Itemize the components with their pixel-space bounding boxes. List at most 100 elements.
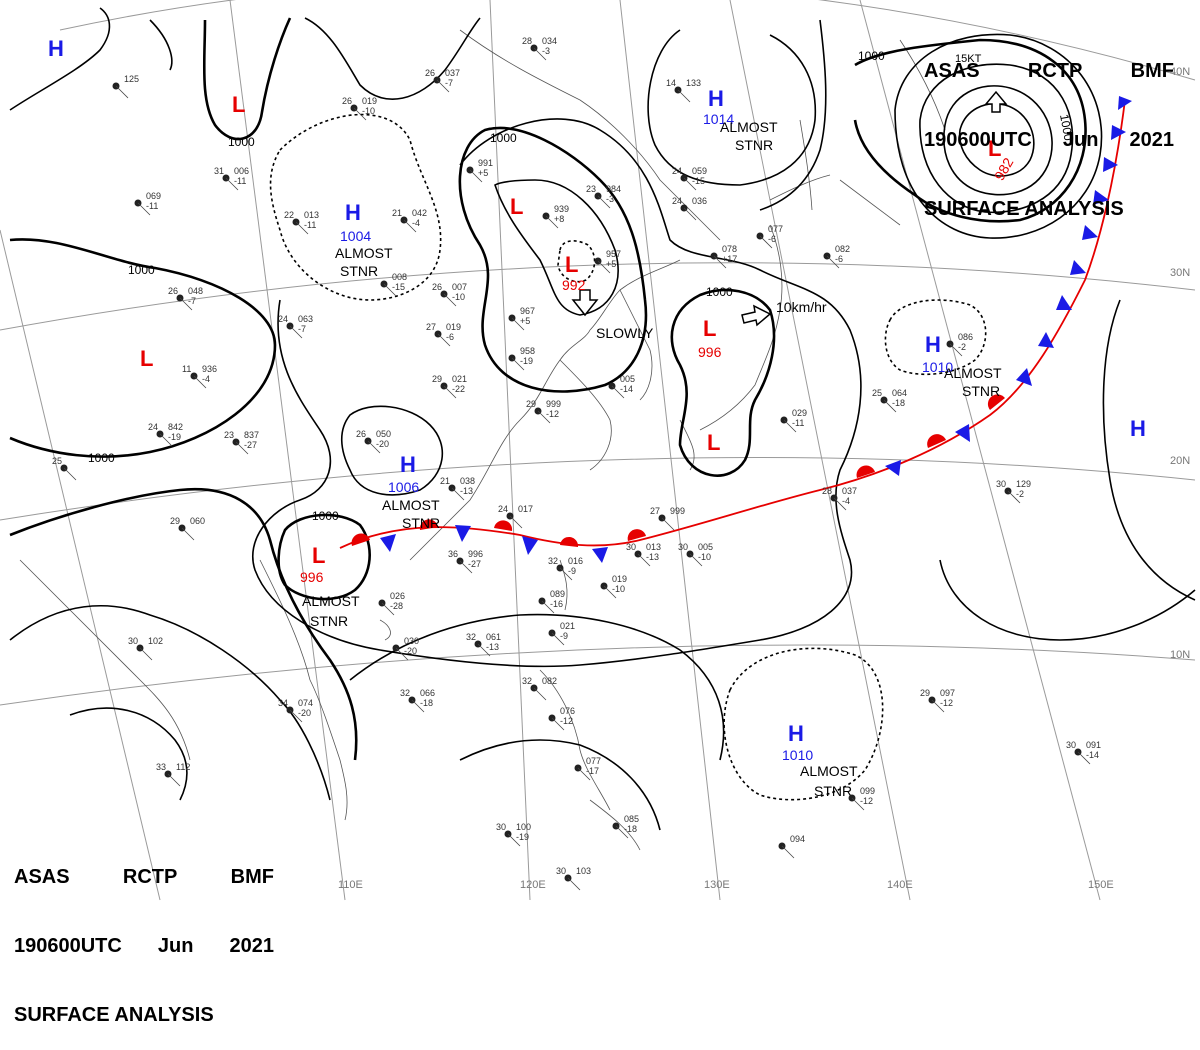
station-plot: 29 021-22	[432, 374, 467, 399]
isobars	[9, 7, 1196, 831]
station-tendency: -11	[234, 176, 246, 186]
station-tendency: -12	[546, 409, 559, 419]
station-temperature: 22	[284, 210, 294, 220]
station-temperature: 30	[626, 542, 636, 552]
station-tendency: -7	[298, 324, 306, 334]
station-pressure: 094	[790, 834, 805, 844]
pressure-values: 1004 992 1014 982 996 1010 1006 996 1010	[300, 111, 1017, 763]
station-plot: 24 017	[498, 504, 533, 529]
wind-barb-icon	[289, 325, 303, 339]
wind-barb-icon	[403, 219, 417, 233]
station-plot: 019-10	[600, 574, 627, 599]
station-pressure: 102	[148, 636, 163, 646]
wind-barb-icon	[551, 632, 565, 646]
wind-barb-icon	[443, 385, 457, 399]
station-pressure: 996	[468, 549, 483, 559]
isobar-bold-ne-l	[853, 38, 1087, 223]
wind-barb-icon	[139, 647, 153, 661]
wind-barb-icon	[683, 177, 697, 191]
coast-japan-honshu	[699, 224, 783, 431]
station-pressure: 005	[698, 542, 713, 552]
station-pressure: 013	[646, 542, 661, 552]
wind-barb-icon	[597, 195, 611, 209]
low-center-symbol: L	[565, 252, 578, 277]
isobar-sw-1	[9, 604, 331, 801]
isobar-label: 1000	[858, 49, 885, 63]
low-center-symbol: L	[707, 430, 720, 455]
station-tendency: -2	[1016, 489, 1024, 499]
title-block-top: ASAS RCTP BMF 190600UTC Jun 2021 SURFACE…	[924, 14, 1174, 244]
station-pressure: 097	[940, 688, 955, 698]
isobar-sw-2	[69, 707, 188, 801]
isobar-label: 1000	[490, 131, 517, 145]
station-tendency: -3	[606, 194, 614, 204]
station-temperature: 24	[148, 422, 158, 432]
station-tendency: +8	[554, 214, 564, 224]
station-tendency: -19	[168, 432, 181, 442]
product-label: SURFACE ANALYSIS	[14, 1004, 214, 1026]
station-temperature: 25	[52, 456, 62, 466]
station-tendency: -20	[376, 439, 389, 449]
station-temperature: 26	[342, 96, 352, 106]
wind-barb-icon	[381, 602, 395, 616]
note-almost: ALMOST	[302, 593, 360, 609]
wind-barb-icon	[851, 797, 865, 811]
station-plot: 082-6	[823, 244, 850, 269]
pressure-centers: H L H L L H L L L H H H L H L	[48, 36, 1146, 746]
isobar-bold-central-l	[458, 126, 648, 393]
station-tendency: -4	[202, 374, 210, 384]
station-tendency: -3	[542, 46, 550, 56]
note-almost: ALMOST	[720, 119, 778, 135]
station-pressure: 967	[520, 306, 535, 316]
wind-barb-icon	[511, 317, 525, 331]
station-pressure: 036	[692, 196, 707, 206]
station-plot: 30 005-10	[678, 542, 713, 567]
isobar-bold-nw-l	[202, 17, 292, 141]
station-temperature: 24	[278, 314, 288, 324]
station-temperature: 33	[156, 762, 166, 772]
station-temperature: 21	[392, 208, 402, 218]
station-plot: 33 112	[156, 762, 190, 787]
station-pressure: 133	[686, 78, 701, 88]
dotted-isobars	[269, 113, 987, 801]
station-temperature: 30	[496, 822, 506, 832]
station-temperature: 11	[182, 364, 191, 374]
isobar-bold-japan-l	[670, 288, 776, 477]
isobar-ne-ring-4	[894, 33, 1103, 239]
station-tendency: -12	[860, 796, 873, 806]
product-label: SURFACE ANALYSIS	[924, 198, 1124, 220]
cold-triangle	[1103, 157, 1118, 172]
wind-barb-icon	[759, 235, 773, 249]
station-label: RCTP	[1027, 60, 1083, 82]
note-speed-kt: 15KT	[955, 53, 982, 65]
warm-bump	[927, 434, 946, 448]
isobar-bold-west	[9, 238, 277, 458]
station-tendency: -11	[146, 201, 158, 211]
coast-yellow-sea	[559, 359, 612, 471]
station-pressure: 099	[860, 786, 875, 796]
low-center-symbol: L	[232, 92, 245, 117]
cold-triangle	[955, 424, 970, 442]
wind-barb-icon	[577, 767, 591, 781]
wind-barb-icon	[469, 169, 483, 183]
parallel-40n	[59, 0, 1196, 81]
station-plot: 26 048-7	[168, 286, 203, 311]
note-stnr: STNR	[735, 137, 773, 153]
coast-mindanao	[589, 799, 641, 851]
low-center-symbol: L	[312, 543, 325, 568]
station-plot: 086-2	[946, 332, 973, 357]
station-pressure: 074	[298, 698, 313, 708]
station-temperature: 24	[672, 196, 682, 206]
wind-barb-icon	[713, 255, 727, 269]
cold-triangle	[1070, 260, 1086, 275]
wind-barb-icon	[179, 297, 193, 311]
station-tendency: -6	[768, 234, 776, 244]
isobar-east-h	[1102, 299, 1196, 601]
station-tendency: -19	[516, 832, 529, 842]
station-pressure: 100	[516, 822, 531, 832]
station-pressure: 006	[234, 166, 249, 176]
station-tendency: -20	[298, 708, 311, 718]
cold-triangle	[885, 460, 901, 476]
station-pressure: 061	[486, 632, 501, 642]
note-almost: ALMOST	[944, 365, 1002, 381]
